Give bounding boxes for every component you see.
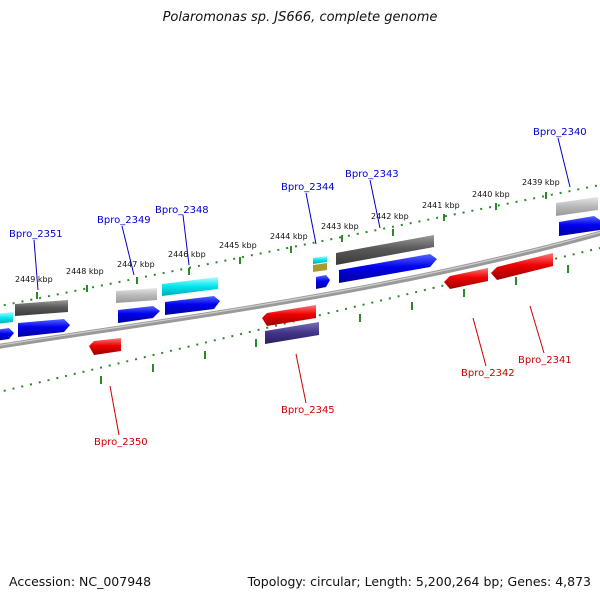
scale-label: 2441 kbp — [422, 201, 460, 210]
scale-label: 2444 kbp — [270, 232, 308, 241]
genome-backbone — [0, 230, 600, 349]
scale-label: 2440 kbp — [472, 190, 510, 199]
gene-label: Bpro_2349 — [97, 215, 151, 226]
map-title: Polaromonas sp. JS666, complete genome — [162, 10, 438, 25]
gene-arrow — [262, 305, 316, 326]
scale-label: 2442 kbp — [371, 212, 409, 221]
gene-label: Bpro_2344 — [281, 182, 335, 193]
gene-arrow — [118, 306, 160, 323]
forward-major-ticks — [36, 192, 547, 299]
gene-label: Bpro_2343 — [345, 169, 399, 180]
gene-arrow — [491, 253, 553, 280]
gene-arrow — [316, 275, 330, 289]
gene-arrow — [339, 254, 437, 283]
feature-block — [556, 197, 598, 216]
reverse-gene-arrows — [89, 253, 553, 355]
forward-scale-ruler — [0, 184, 600, 308]
feature-block — [313, 256, 327, 264]
scale-label: 2446 kbp — [168, 250, 206, 259]
feature-block — [15, 300, 68, 316]
scale-labels: 2449 kbp 2448 kbp 2447 kbp 2446 kbp 2445… — [15, 178, 560, 284]
scale-label: 2447 kbp — [117, 260, 155, 269]
reverse-gene-labels: Bpro_2350 Bpro_2345 Bpro_2342 Bpro_2341 — [94, 355, 572, 448]
feature-block — [162, 277, 218, 296]
feature-block — [336, 235, 434, 265]
gene-label: Bpro_2351 — [9, 229, 63, 240]
genome-summary-text: Topology: circular; Length: 5,200,264 bp… — [247, 574, 591, 589]
forward-feature-blocks — [0, 197, 598, 324]
gene-label: Bpro_2341 — [518, 355, 572, 366]
label-leaders — [33, 137, 571, 436]
gene-label: Bpro_2345 — [281, 405, 335, 416]
feature-block — [116, 288, 157, 303]
gene-arrow — [18, 319, 70, 337]
gene-arrow — [89, 338, 121, 355]
feature-block — [313, 263, 327, 272]
feature-block — [0, 312, 13, 324]
forward-gene-arrows — [0, 216, 600, 341]
scale-label: 2439 kbp — [522, 178, 560, 187]
gene-label: Bpro_2340 — [533, 127, 587, 138]
feature-block — [265, 322, 319, 344]
scale-label: 2445 kbp — [219, 241, 257, 250]
gene-label: Bpro_2348 — [155, 205, 209, 216]
scale-label: 2448 kbp — [66, 267, 104, 276]
gene-label: Bpro_2342 — [461, 368, 515, 379]
gene-arrow — [165, 296, 220, 315]
scale-label: 2443 kbp — [321, 222, 359, 231]
genome-backbone-highlight — [0, 231, 600, 346]
accession-text: Accession: NC_007948 — [9, 574, 152, 589]
gene-arrow — [444, 268, 488, 289]
reverse-major-ticks — [100, 265, 569, 384]
gene-arrow — [0, 328, 14, 341]
gene-arrow — [559, 216, 600, 236]
gene-label: Bpro_2350 — [94, 437, 148, 448]
scale-label: 2449 kbp — [15, 275, 53, 284]
forward-gene-labels: Bpro_2351 Bpro_2349 Bpro_2348 Bpro_2344 … — [9, 127, 587, 240]
